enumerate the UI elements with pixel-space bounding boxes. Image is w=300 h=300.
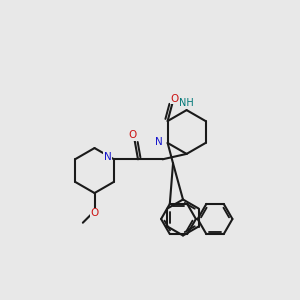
Text: N: N — [103, 152, 111, 162]
Text: O: O — [171, 94, 179, 103]
Text: NH: NH — [179, 98, 194, 108]
Text: O: O — [90, 208, 99, 218]
Text: N: N — [155, 137, 163, 147]
Text: O: O — [128, 130, 136, 140]
